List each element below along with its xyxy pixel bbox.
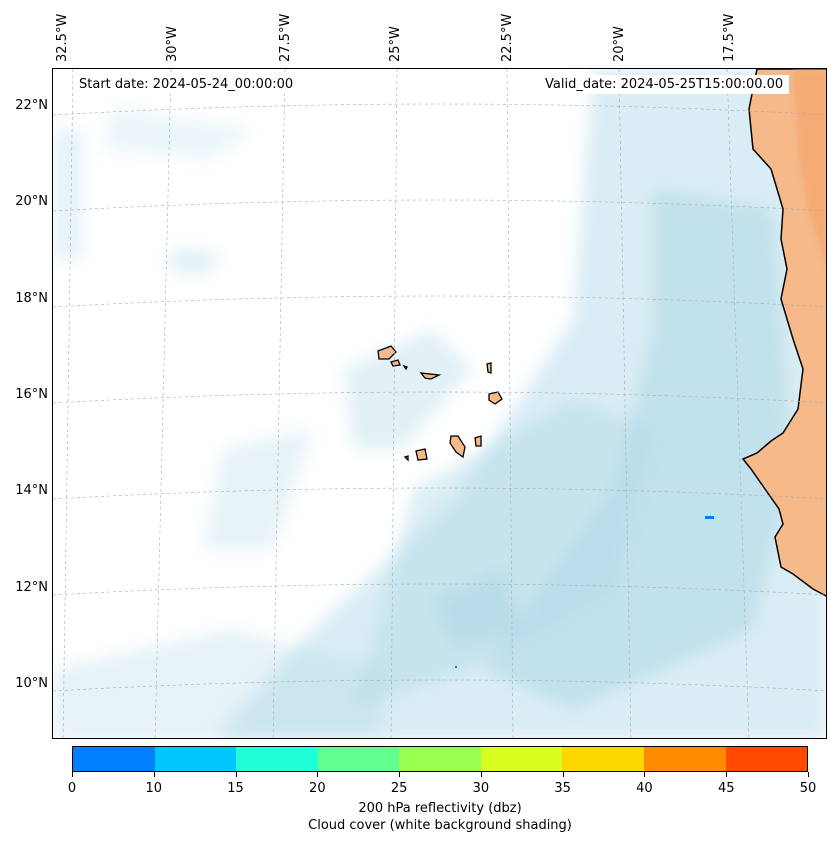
africa-coast [741,69,826,597]
parallel-line [53,679,826,692]
lat-label: 20°N [15,194,48,209]
parallel-line [53,391,826,404]
colorbar-segment [725,747,808,771]
colorbar-tick-label: 0 [67,781,77,796]
meridian-line [618,69,632,738]
island-santiago [449,435,466,459]
colorbar-segment [154,747,237,771]
lon-label: 32.5°W [55,13,70,62]
meridian-line [390,69,398,738]
colorbar-segment [317,747,400,771]
parallel-line [53,295,826,308]
colorbar-segment [643,747,726,771]
lat-label: 10°N [15,676,48,691]
island-sao-vicente [390,359,401,367]
colorbar-segment [562,747,644,771]
graticule [53,69,826,738]
colorbar-tick-label: 50 [799,781,817,796]
lon-label: 22.5°W [500,13,515,62]
meridian-line [154,69,172,738]
lon-label: 20°W [612,26,627,62]
cape-verde-islands [377,345,503,462]
lon-label: 25°W [388,26,403,62]
colorbar-subtitle: Cloud cover (white background shading) [308,818,572,833]
colorbar-tick [644,772,646,777]
start-date-label: Start date: 2024-05-24_00:00:00 [73,75,300,94]
parallel-line [53,103,826,116]
island-santa-luzia [402,364,408,371]
colorbar-tick-label: 10 [145,781,163,796]
colorbar [72,746,808,772]
parallel-line [53,583,826,596]
lat-label: 18°N [15,291,48,306]
parallel-line [53,487,826,500]
lat-label: 14°N [15,483,48,498]
colorbar-segment [236,747,318,771]
island-fogo [415,448,428,461]
meridian-line [726,69,750,738]
colorbar-segment [73,747,155,771]
colorbar-tick [399,772,401,777]
lon-label: 30°W [165,26,180,62]
colorbar-tick [153,772,155,777]
island-santo-antao [377,345,397,360]
island-brava [403,455,409,462]
colorbar-tick [480,772,482,777]
lat-label: 16°N [15,387,48,402]
lat-label: 12°N [15,580,48,595]
colorbar-tick-label: 35 [554,781,571,796]
colorbar-tick [317,772,319,777]
colorbar-tick-label: 25 [390,781,408,796]
colorbar-tick-label: 45 [717,781,735,796]
lon-label: 17.5°W [722,13,737,62]
colorbar-tick [72,772,73,777]
colorbar-tick [808,772,809,777]
island-maio [474,435,482,447]
meridian-line [62,69,74,738]
colorbar-segment [480,747,563,771]
lon-label: 27.5°W [278,13,293,62]
meridian-line [272,69,286,738]
map-canvas [53,69,826,738]
colorbar-title: 200 hPa reflectivity (dbz) [358,801,522,816]
reflectivity-cell [705,516,714,519]
map-frame [52,68,827,739]
island-sao-nicolau [419,372,442,380]
valid-date-label: Valid_date: 2024-05-25T15:00:00.00 [539,75,790,94]
colorbar-tick-label: 40 [636,781,653,796]
lat-label: 22°N [15,98,48,113]
colorbar-segment [399,747,481,771]
parallel-line [53,199,826,212]
colorbar-tick-label: 15 [227,781,244,796]
colorbar-tick [726,772,728,777]
colorbar-tick [562,772,564,777]
colorbar-tick-label: 20 [309,781,326,796]
island-sal [486,362,492,374]
colorbar-tick-label: 30 [472,781,490,796]
island-boa-vista [488,391,503,405]
cloud-cover-shading [53,69,826,738]
meridian-line [506,69,514,738]
colorbar-tick [235,772,237,777]
